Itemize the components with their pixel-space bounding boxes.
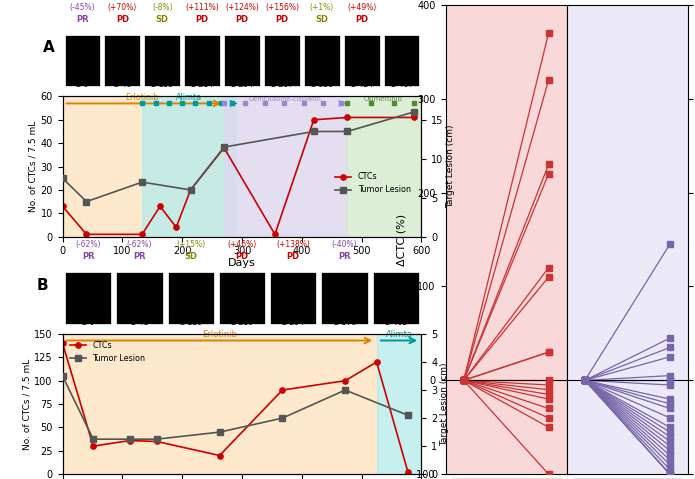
Text: Gemcitabine-cisplatin: Gemcitabine-cisplatin [249, 96, 322, 102]
Bar [167, 273, 214, 324]
Text: PD: PD [287, 252, 300, 261]
Bar [344, 35, 379, 86]
Bar [219, 273, 265, 324]
Text: (+46%): (+46%) [227, 240, 256, 249]
Text: PD: PD [195, 15, 208, 23]
Text: PR: PR [82, 252, 95, 261]
Text: D-424: D-424 [350, 80, 373, 89]
Legend: CTCs, Tumor Lesion: CTCs, Tumor Lesion [332, 169, 414, 198]
Y-axis label: No. of CTCs / 7.5 mL: No. of CTCs / 7.5 mL [22, 358, 31, 450]
Text: (-8%): (-8%) [152, 3, 172, 11]
Text: B: B [37, 278, 49, 293]
Text: PD: PD [355, 15, 368, 23]
Text: SD: SD [156, 15, 169, 23]
Text: D-294: D-294 [231, 80, 254, 89]
Text: D-214: D-214 [190, 80, 213, 89]
Text: (-62%): (-62%) [76, 240, 101, 249]
Bar [322, 273, 368, 324]
Text: PD: PD [236, 15, 249, 23]
X-axis label: Days: Days [228, 258, 256, 268]
Bar [270, 273, 316, 324]
Text: (+156%): (+156%) [265, 3, 299, 11]
Text: Alimta: Alimta [177, 93, 202, 102]
Text: SD: SD [184, 252, 197, 261]
Text: (-40%): (-40%) [332, 240, 357, 249]
Legend: CTCs, Tumor Lesion: CTCs, Tumor Lesion [67, 338, 149, 366]
Bar [142, 96, 236, 237]
Text: D-0: D-0 [81, 318, 95, 327]
Text: D-210: D-210 [231, 318, 254, 327]
Bar [224, 35, 260, 86]
Bar [348, 96, 421, 237]
Bar [224, 96, 348, 237]
Text: Erlotinib: Erlotinib [125, 93, 158, 102]
Text: (+1%): (+1%) [310, 3, 334, 11]
Bar [264, 35, 300, 86]
Bar [65, 35, 101, 86]
Text: A: A [42, 40, 54, 55]
Text: (-45%): (-45%) [70, 3, 95, 11]
Bar [184, 35, 220, 86]
Bar [65, 273, 111, 324]
Text: D-355: D-355 [310, 80, 334, 89]
Bar [304, 35, 340, 86]
Y-axis label: Target Lesion (cm): Target Lesion (cm) [440, 362, 449, 446]
Text: D-41: D-41 [131, 318, 149, 327]
Text: D-294: D-294 [281, 318, 305, 327]
Text: D-133: D-133 [151, 80, 174, 89]
Text: PR: PR [338, 252, 351, 261]
Text: Erlotinib: Erlotinib [202, 331, 237, 340]
Text: PR: PR [76, 15, 89, 23]
Text: PD: PD [236, 252, 249, 261]
Text: PD: PD [275, 15, 288, 23]
Text: (+15%): (+15%) [176, 240, 205, 249]
Text: (-62%): (-62%) [126, 240, 152, 249]
Text: D-40: D-40 [113, 80, 131, 89]
Bar [373, 273, 419, 324]
Text: SD: SD [316, 15, 328, 23]
Bar [384, 35, 420, 86]
Bar [377, 334, 421, 474]
Bar [104, 35, 140, 86]
Text: Alimta: Alimta [386, 331, 413, 340]
Text: (+138%): (+138%) [277, 240, 310, 249]
Text: Osimertinib: Osimertinib [363, 96, 402, 102]
Text: D-378: D-378 [333, 318, 356, 327]
Bar [63, 96, 224, 237]
Text: D-0: D-0 [76, 80, 89, 89]
Bar [145, 35, 180, 86]
Text: D-126: D-126 [179, 318, 202, 327]
Text: (+70%): (+70%) [108, 3, 137, 11]
Y-axis label: ΔCTC (%): ΔCTC (%) [397, 214, 407, 265]
Text: D-287: D-287 [270, 80, 293, 89]
Text: D-462: D-462 [384, 318, 407, 327]
Text: PD: PD [116, 15, 129, 23]
Text: D-487: D-487 [390, 80, 413, 89]
Bar [116, 273, 163, 324]
Text: (+111%): (+111%) [186, 3, 219, 11]
Y-axis label: Target Lesion (cm): Target Lesion (cm) [446, 125, 455, 208]
Y-axis label: No. of CTCs / 7.5 mL: No. of CTCs / 7.5 mL [28, 121, 38, 212]
Bar [63, 334, 377, 474]
Text: PR: PR [133, 252, 146, 261]
Text: (+49%): (+49%) [347, 3, 376, 11]
Text: (+124%): (+124%) [225, 3, 259, 11]
